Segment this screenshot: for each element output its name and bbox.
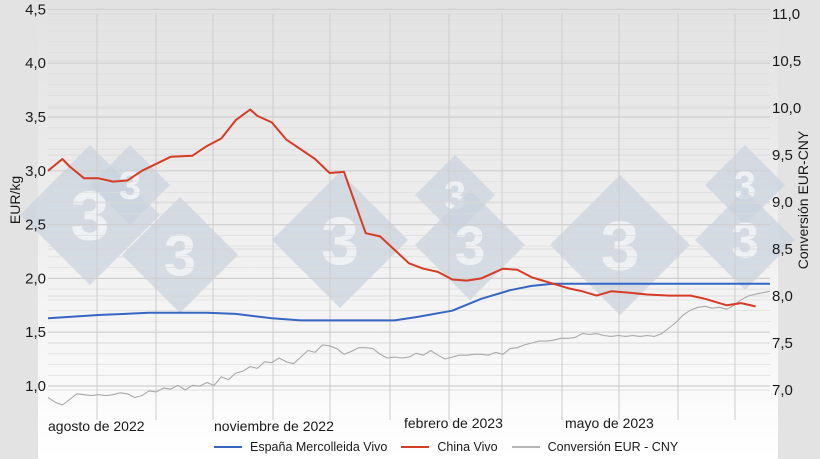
- legend-label: Conversión EUR - CNY: [547, 440, 679, 454]
- svg-text:3: 3: [601, 207, 640, 285]
- y2-tick-label: 11,0: [772, 6, 800, 23]
- left-axis-ticks: 4,5 4,0 3,5 3,0 2,5 2,0 1,5 1,0: [25, 1, 46, 395]
- legend-item-espana[interactable]: España Mercolleida Vivo: [214, 440, 387, 454]
- x-tick-label: febrero de 2023: [404, 415, 503, 431]
- right-axis-title: Conversión EUR-CNY: [795, 130, 811, 269]
- watermark-logos: 3 33 333 333: [20, 145, 795, 315]
- legend-swatch-blue: [214, 446, 242, 448]
- y-tick-label: 4,0: [25, 55, 46, 72]
- x-axis-ticks: agosto de 2022 noviembre de 2022 febrero d…: [48, 415, 654, 434]
- svg-text:3: 3: [164, 223, 196, 288]
- legend: España Mercolleida Vivo China Vivo Conve…: [214, 440, 678, 454]
- series-lines: [47, 108, 771, 406]
- x-tick-label: agosto de 2022: [48, 418, 145, 434]
- left-axis-title: EUR/kg: [7, 176, 23, 224]
- y2-tick-label: 8,0: [772, 288, 793, 305]
- y-tick-label: 2,5: [25, 217, 46, 234]
- y-tick-label: 4,5: [25, 1, 46, 18]
- svg-text:3: 3: [731, 213, 759, 269]
- y2-tick-label: 8,5: [772, 241, 793, 258]
- legend-swatch-gray: [511, 446, 540, 448]
- y2-tick-label: 9,5: [772, 147, 793, 164]
- series-line: [47, 108, 756, 308]
- y2-tick-label: 9,0: [772, 194, 793, 211]
- svg-text:3: 3: [321, 203, 359, 279]
- y-tick-label: 3,5: [25, 109, 46, 126]
- series-line: [47, 282, 770, 322]
- legend-swatch-red: [401, 446, 430, 448]
- right-axis-ticks: 11,0 10,5 10,0 9,5 9,0 8,5 8,0 7,5 7,0: [772, 6, 801, 399]
- legend-item-china[interactable]: China Vivo: [401, 440, 498, 454]
- y-tick-label: 1,0: [25, 378, 46, 395]
- legend-label: China Vivo: [437, 440, 498, 454]
- y-tick-label: 2,0: [25, 270, 46, 287]
- gridlines: [48, 8, 770, 420]
- x-tick-label: noviembre de 2022: [214, 418, 334, 434]
- svg-text:3: 3: [455, 214, 486, 276]
- y-tick-label: 1,5: [25, 324, 46, 341]
- series-line: [47, 290, 771, 406]
- y-tick-label: 3,0: [25, 163, 46, 180]
- legend-label: España Mercolleida Vivo: [250, 440, 388, 454]
- y2-tick-label: 10,5: [772, 53, 801, 70]
- x-tick-label: mayo de 2023: [565, 415, 654, 431]
- y2-tick-label: 7,5: [772, 335, 793, 352]
- y2-tick-label: 10,0: [772, 100, 801, 117]
- legend-item-conversion[interactable]: Conversión EUR - CNY: [511, 440, 679, 454]
- y2-tick-label: 7,0: [772, 382, 793, 399]
